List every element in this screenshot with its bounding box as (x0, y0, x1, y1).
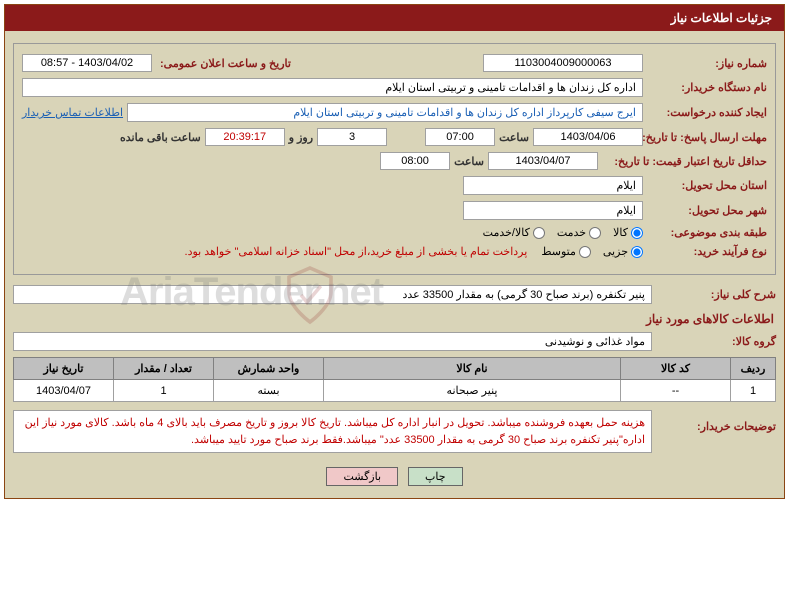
cell-date: 1403/04/07 (14, 380, 114, 402)
announce-date-label: تاریخ و ساعت اعلان عمومی: (156, 57, 291, 70)
overall-desc-label: شرح کلی نیاز: (656, 288, 776, 301)
radio-kala-input[interactable] (631, 227, 643, 239)
category-label: طبقه بندی موضوعی: (647, 226, 767, 239)
table-header-row: ردیف کد کالا نام کالا واحد شمارش تعداد /… (14, 358, 776, 380)
items-table: ردیف کد کالا نام کالا واحد شمارش تعداد /… (13, 357, 776, 402)
purchase-type-radio-group: جزیی متوسط (541, 245, 643, 258)
time-label-2: ساعت (454, 155, 484, 168)
need-number-label: شماره نیاز: (647, 57, 767, 70)
purchase-type-label: نوع فرآیند خرید: (647, 245, 767, 258)
radio-jozi-label: جزیی (603, 245, 628, 258)
radio-motevaset[interactable]: متوسط (541, 245, 591, 258)
th-unit: واحد شمارش (214, 358, 324, 380)
button-bar: چاپ بازگشت (13, 459, 776, 490)
th-qty: تعداد / مقدار (114, 358, 214, 380)
group-label: گروه کالا: (656, 335, 776, 348)
cell-row: 1 (731, 380, 776, 402)
need-number-value: 1103004009000063 (483, 54, 643, 72)
city-label: شهر محل تحویل: (647, 204, 767, 217)
response-deadline-label: مهلت ارسال پاسخ: تا تاریخ: (647, 131, 767, 144)
announce-date-value: 1403/04/02 - 08:57 (22, 54, 152, 72)
remain-label: ساعت باقی مانده (120, 131, 201, 144)
countdown: 20:39:17 (205, 128, 285, 146)
buyer-notes-label: توضیحات خریدار: (656, 410, 776, 433)
radio-khedmat-input[interactable] (589, 227, 601, 239)
back-button[interactable]: بازگشت (326, 467, 398, 486)
buyer-notes-value: هزینه حمل بعهده فروشنده میباشد. تحویل در… (13, 410, 652, 453)
table-row: 1 -- پنیر صبحانه بسته 1 1403/04/07 (14, 380, 776, 402)
radio-kala-label: کالا (613, 226, 628, 239)
radio-khedmat[interactable]: خدمت (557, 226, 601, 239)
radio-both-input[interactable] (533, 227, 545, 239)
radio-both[interactable]: کالا/خدمت (483, 226, 545, 239)
days-label: روز و (289, 131, 313, 144)
group-value: مواد غذائی و نوشیدنی (13, 332, 652, 351)
cell-name: پنیر صبحانه (324, 380, 621, 402)
items-section-title: اطلاعات کالاهای مورد نیاز (15, 312, 774, 326)
time-label-1: ساعت (499, 131, 529, 144)
response-deadline-time: 07:00 (425, 128, 495, 146)
radio-motevaset-input[interactable] (579, 246, 591, 258)
requester-label: ایجاد کننده درخواست: (647, 106, 767, 119)
th-date: تاریخ نیاز (14, 358, 114, 380)
cell-unit: بسته (214, 380, 324, 402)
radio-motevaset-label: متوسط (541, 245, 576, 258)
city-value: ایلام (463, 201, 643, 220)
days-remaining: 3 (317, 128, 387, 146)
response-deadline-date: 1403/04/06 (533, 128, 643, 146)
buyer-contact-link[interactable]: اطلاعات تماس خریدار (22, 106, 123, 119)
category-radio-group: کالا خدمت کالا/خدمت (483, 226, 643, 239)
radio-jozi[interactable]: جزیی (603, 245, 643, 258)
radio-both-label: کالا/خدمت (483, 226, 530, 239)
purchase-note: پرداخت تمام یا بخشی از مبلغ خرید،از محل … (185, 245, 528, 258)
th-name: نام کالا (324, 358, 621, 380)
province-value: ایلام (463, 176, 643, 195)
th-row: ردیف (731, 358, 776, 380)
radio-kala[interactable]: کالا (613, 226, 643, 239)
buyer-org-value: اداره کل زندان ها و اقدامات تامینی و ترب… (22, 78, 643, 97)
price-validity-date: 1403/04/07 (488, 152, 598, 170)
cell-qty: 1 (114, 380, 214, 402)
overall-desc-value: پنیر تکنفره (برند صباح 30 گرمی) به مقدار… (13, 285, 652, 304)
requester-value: ایرج سیفی کارپرداز اداره کل زندان ها و ا… (127, 103, 643, 122)
price-validity-label: حداقل تاریخ اعتبار قیمت: تا تاریخ: (602, 155, 767, 168)
radio-jozi-input[interactable] (631, 246, 643, 258)
panel-body: شماره نیاز: 1103004009000063 تاریخ و ساع… (5, 31, 784, 498)
buyer-org-label: نام دستگاه خریدار: (647, 81, 767, 94)
price-validity-time: 08:00 (380, 152, 450, 170)
province-label: استان محل تحویل: (647, 179, 767, 192)
main-panel: جزئیات اطلاعات نیاز شماره نیاز: 11030040… (4, 4, 785, 499)
panel-title: جزئیات اطلاعات نیاز (5, 5, 784, 31)
th-code: کد کالا (621, 358, 731, 380)
cell-code: -- (621, 380, 731, 402)
radio-khedmat-label: خدمت (557, 226, 586, 239)
details-fieldset: شماره نیاز: 1103004009000063 تاریخ و ساع… (13, 43, 776, 275)
print-button[interactable]: چاپ (408, 467, 463, 486)
